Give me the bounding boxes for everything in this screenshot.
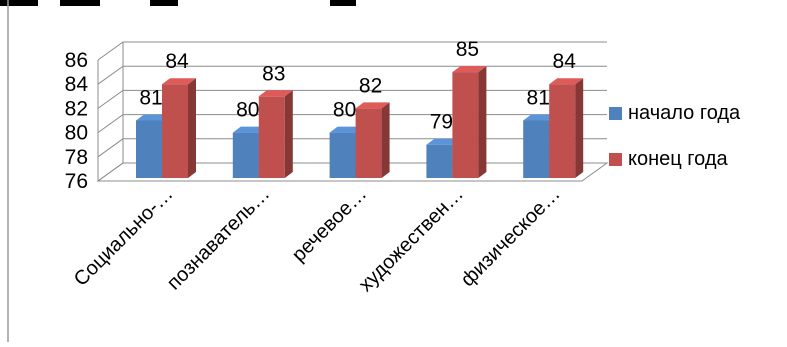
bar-front (329, 132, 356, 178)
bar-front (355, 108, 382, 178)
floor-plane (96, 162, 609, 182)
data-label: 85 (456, 38, 479, 61)
bar-top (355, 102, 390, 109)
title-fragment (330, 0, 356, 6)
bar-top (136, 114, 170, 121)
title-fragment (150, 0, 178, 6)
legend: начало года конец года (609, 102, 741, 170)
x-tick-label: художествен… (355, 183, 468, 296)
legend-swatch (609, 153, 622, 166)
bar-top (523, 114, 558, 121)
bar-front (426, 144, 453, 178)
bar-front (549, 84, 576, 178)
y-tick-label: 84 (65, 73, 89, 96)
bar-1-4 (549, 78, 584, 178)
bar-top (329, 126, 364, 133)
legend-label: начало года (628, 102, 741, 124)
bar-side (575, 78, 584, 178)
bar-front (523, 120, 550, 178)
bar-front (232, 132, 259, 178)
bar-front (162, 84, 188, 178)
bar-front (258, 96, 285, 178)
bar-top (549, 78, 584, 85)
data-label: 81 (139, 87, 162, 110)
bar-1-3 (452, 66, 487, 178)
legend-swatch (609, 107, 622, 120)
data-label: 84 (165, 50, 189, 73)
y-tick-label: 80 (65, 122, 88, 145)
x-tick-label: физическое… (457, 183, 565, 291)
bar-side (188, 78, 196, 178)
axes (97, 42, 124, 181)
data-label: 82 (359, 74, 382, 97)
y-tick-label: 78 (65, 146, 88, 169)
y-tick-label: 86 (65, 49, 88, 72)
data-label: 80 (236, 99, 259, 122)
legend-label: конец года (628, 148, 728, 170)
data-label: 80 (333, 99, 356, 122)
bar-top (452, 66, 487, 73)
data-label: 84 (553, 50, 577, 73)
bar-front (452, 72, 479, 178)
bar-top (426, 138, 461, 145)
y-tick-label: 76 (65, 170, 88, 193)
bar-front (136, 120, 162, 178)
bar-side (284, 90, 293, 178)
bar-top (232, 126, 267, 133)
bars (136, 66, 584, 178)
y-tick-label: 82 (65, 97, 88, 120)
x-tick-label: речевое… (288, 183, 371, 266)
bar-top (162, 78, 196, 85)
title-fragment (0, 0, 38, 6)
x-ticks: Социально-…познаватель… речевое…художеств… (70, 183, 565, 296)
x-tick-label: Социально-… (70, 183, 178, 291)
bar-1-2 (355, 102, 390, 178)
bar-side (381, 102, 390, 178)
data-label: 81 (527, 87, 550, 110)
bar-top (258, 90, 293, 97)
data-label: 79 (430, 111, 453, 134)
bar-side (478, 66, 487, 178)
data-label: 83 (262, 62, 285, 85)
x-tick-label: познаватель… (163, 183, 274, 294)
top-fragments (0, 0, 356, 6)
bar-1-0 (162, 78, 196, 178)
bar-1-1 (258, 90, 293, 178)
title-fragment (60, 0, 100, 6)
